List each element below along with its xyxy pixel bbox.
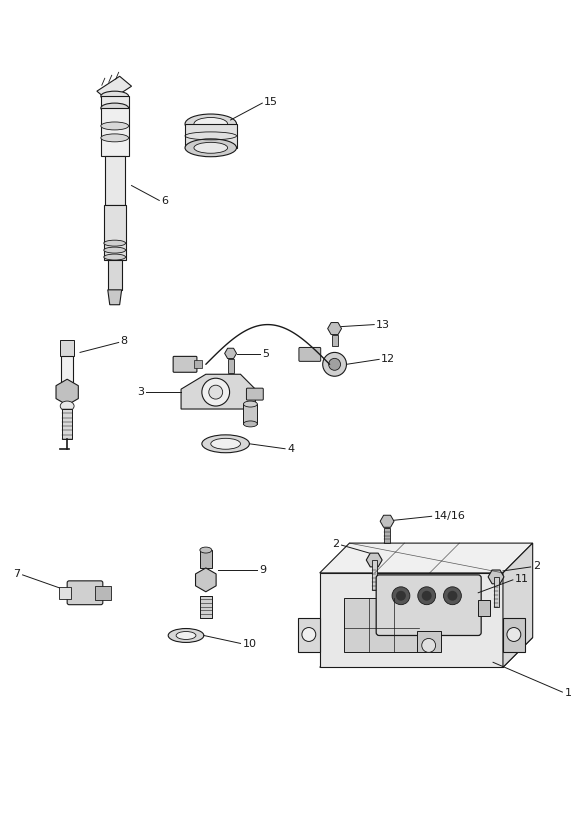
- FancyBboxPatch shape: [247, 388, 264, 400]
- Circle shape: [444, 587, 461, 605]
- Text: 7: 7: [13, 569, 20, 579]
- Polygon shape: [319, 638, 533, 667]
- FancyBboxPatch shape: [67, 581, 103, 605]
- Polygon shape: [195, 568, 216, 592]
- Polygon shape: [488, 570, 504, 583]
- Bar: [194, 360, 202, 368]
- Bar: [95, 586, 111, 600]
- Text: 11: 11: [515, 574, 529, 584]
- Text: 1: 1: [564, 688, 571, 698]
- Ellipse shape: [200, 547, 212, 553]
- Bar: [372, 560, 377, 590]
- Bar: [478, 600, 490, 616]
- Circle shape: [209, 385, 223, 399]
- Bar: [108, 260, 122, 290]
- Bar: [494, 577, 499, 606]
- Bar: [101, 108, 129, 156]
- Circle shape: [422, 639, 436, 653]
- Ellipse shape: [60, 401, 74, 411]
- Text: 12: 12: [381, 354, 395, 364]
- Polygon shape: [181, 374, 255, 409]
- Bar: [185, 124, 237, 147]
- Ellipse shape: [185, 114, 237, 133]
- Text: 2: 2: [533, 561, 540, 571]
- Ellipse shape: [101, 91, 129, 101]
- Ellipse shape: [168, 629, 204, 643]
- Bar: [384, 528, 390, 543]
- Polygon shape: [503, 618, 525, 653]
- Bar: [227, 359, 234, 373]
- FancyBboxPatch shape: [299, 348, 321, 362]
- Circle shape: [396, 591, 406, 601]
- Polygon shape: [319, 573, 503, 667]
- Polygon shape: [503, 543, 533, 667]
- FancyBboxPatch shape: [376, 575, 481, 635]
- Ellipse shape: [244, 401, 257, 407]
- FancyBboxPatch shape: [173, 356, 197, 372]
- Polygon shape: [224, 349, 237, 358]
- Bar: [61, 356, 73, 382]
- Ellipse shape: [104, 247, 125, 253]
- Text: 8: 8: [121, 336, 128, 346]
- Circle shape: [392, 587, 410, 605]
- Ellipse shape: [202, 435, 250, 452]
- Polygon shape: [328, 322, 342, 335]
- Circle shape: [202, 378, 230, 406]
- Bar: [62, 409, 72, 439]
- Text: 15: 15: [264, 97, 278, 107]
- Bar: [200, 550, 212, 568]
- Text: 13: 13: [376, 320, 390, 330]
- Ellipse shape: [194, 118, 227, 130]
- Circle shape: [302, 628, 316, 641]
- Text: 6: 6: [161, 196, 168, 207]
- Bar: [345, 597, 419, 653]
- Ellipse shape: [101, 122, 129, 130]
- Polygon shape: [298, 618, 319, 653]
- Polygon shape: [97, 77, 132, 101]
- Polygon shape: [56, 379, 78, 405]
- Text: 14/16: 14/16: [434, 512, 465, 522]
- Text: 2: 2: [332, 539, 339, 549]
- Polygon shape: [366, 553, 382, 567]
- Bar: [104, 205, 125, 260]
- Polygon shape: [380, 515, 394, 527]
- Circle shape: [418, 587, 436, 605]
- Circle shape: [323, 353, 346, 377]
- Bar: [417, 630, 441, 653]
- Bar: [60, 340, 74, 356]
- Circle shape: [329, 358, 340, 370]
- Text: 9: 9: [259, 565, 266, 575]
- Bar: [244, 404, 257, 424]
- Ellipse shape: [104, 240, 125, 246]
- Text: 5: 5: [262, 349, 269, 359]
- Circle shape: [507, 628, 521, 641]
- Polygon shape: [108, 290, 122, 305]
- Text: 10: 10: [243, 639, 257, 649]
- Ellipse shape: [176, 631, 196, 639]
- Ellipse shape: [244, 421, 257, 427]
- Ellipse shape: [101, 103, 129, 113]
- Bar: [59, 587, 71, 599]
- Circle shape: [422, 591, 431, 601]
- Bar: [105, 156, 125, 205]
- Text: 4: 4: [287, 444, 294, 454]
- Ellipse shape: [185, 139, 237, 157]
- Bar: [101, 96, 129, 108]
- Ellipse shape: [104, 254, 125, 260]
- Ellipse shape: [101, 133, 129, 142]
- Circle shape: [448, 591, 458, 601]
- Text: 3: 3: [138, 387, 145, 397]
- Ellipse shape: [194, 143, 227, 153]
- Bar: [332, 335, 338, 346]
- Bar: [200, 596, 212, 618]
- Polygon shape: [319, 543, 533, 573]
- Ellipse shape: [211, 438, 241, 449]
